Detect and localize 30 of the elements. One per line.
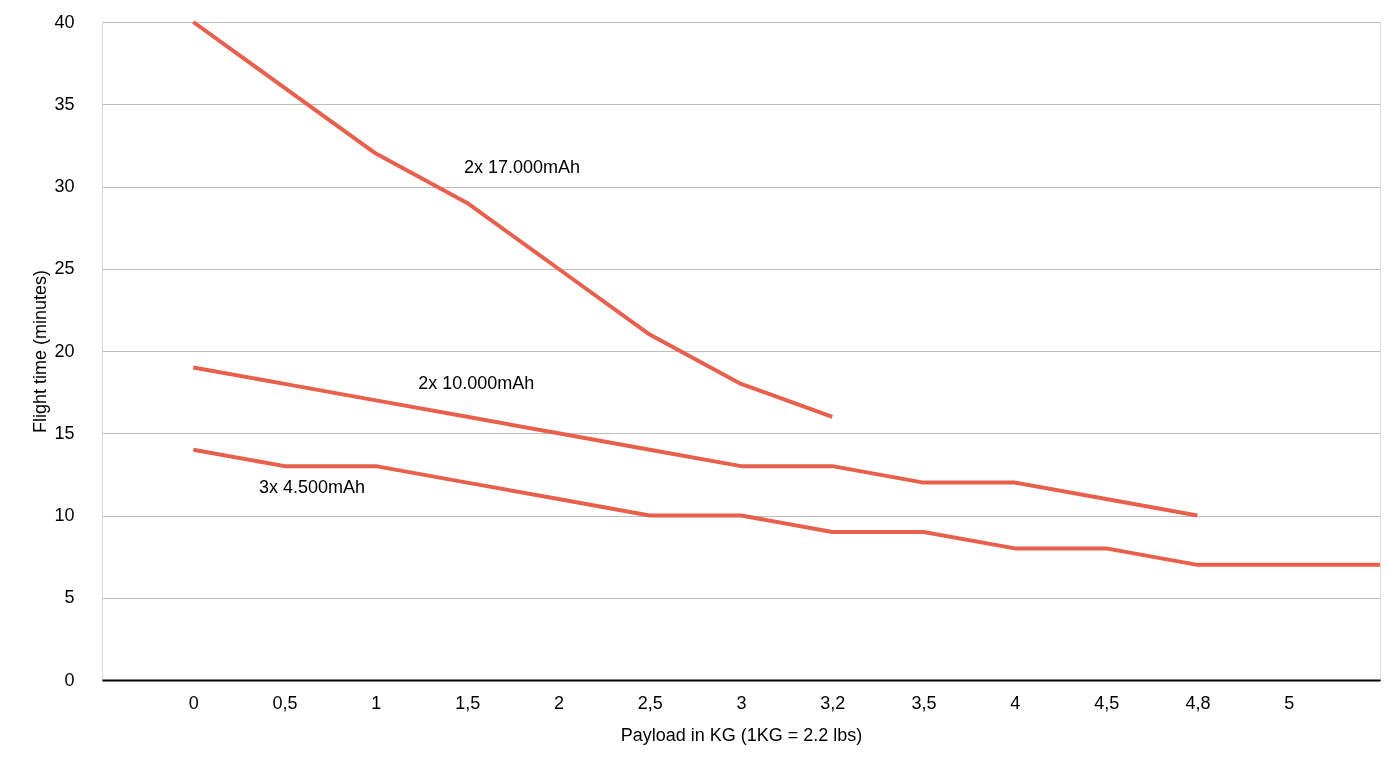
line-series [191,365,1200,518]
series-label: 2x 17.000mAh [463,157,580,178]
y-tick-label: 40 [54,11,75,32]
series-label: 3x 4.500mAh [258,476,365,497]
y-tick-label: 35 [54,93,75,114]
y-axis-title: Flight time (minutes) [30,269,51,434]
line-series [191,447,1382,567]
y-tick-label: 25 [54,258,75,279]
x-tick-label: 4,8 [1185,692,1211,713]
x-axis-title: Payload in KG (1KG = 2.2 lbs) [620,724,863,745]
x-tick-label: 4,5 [1094,692,1120,713]
y-tick-label: 5 [64,587,75,608]
y-tick-label: 30 [54,176,75,196]
line-series [191,20,835,419]
x-tick-label: 2,5 [637,692,663,713]
y-tick-label: 15 [54,422,75,443]
x-tick-label: 1,5 [455,692,481,713]
x-tick-label: 1 [371,692,382,713]
x-tick-label: 0 [188,692,199,713]
x-tick-label: 3,2 [820,692,846,713]
x-tick-label: 5 [1284,692,1295,713]
x-tick-label: 0,5 [272,692,298,713]
x-tick-label: 2 [553,692,564,713]
x-tick-label: 3 [736,692,747,713]
y-tick-label: 20 [54,340,75,361]
series-label: 2x 10.000mAh [418,372,535,393]
x-tick-label: 3,5 [911,692,937,713]
x-tick-label: 4 [1010,692,1021,713]
y-tick-label: 10 [54,505,75,525]
y-tick-label: 0 [64,669,75,690]
